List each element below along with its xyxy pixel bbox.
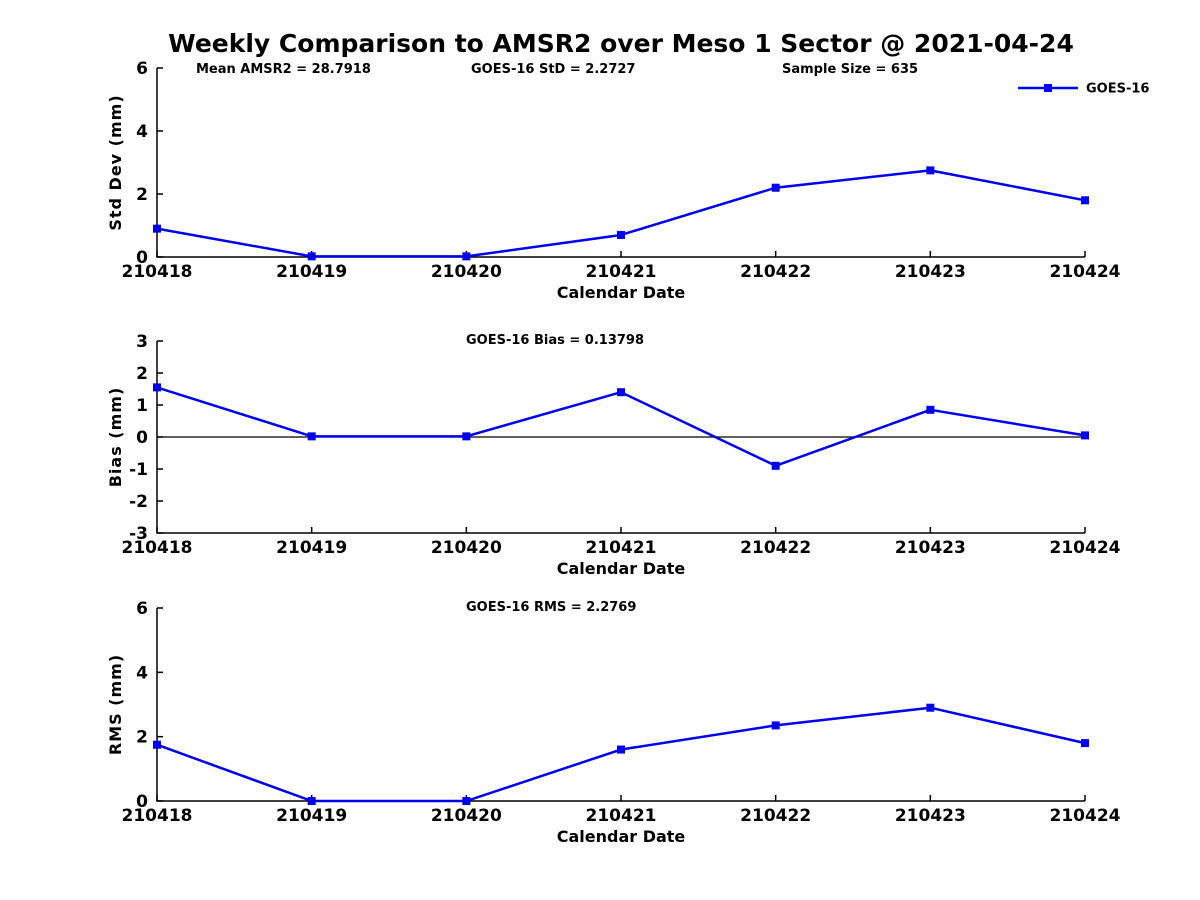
data-point-marker: [617, 230, 625, 239]
x-tick-label: 210418: [122, 262, 193, 282]
x-tick-label: 210418: [122, 806, 193, 826]
x-tick-label: 210420: [431, 538, 502, 558]
y-tick-label: -1: [129, 460, 148, 480]
y-tick-label: -3: [129, 524, 148, 544]
x-tick-label: 210421: [586, 538, 657, 558]
data-point-marker: [307, 797, 316, 805]
data-point-marker: [771, 721, 780, 730]
subplot-std-dev: 0 2 4 6 210418 210419 210420 210421 210422 210423…: [106, 59, 1121, 302]
data-point-marker: [1081, 196, 1089, 205]
data-point-marker: [617, 388, 625, 397]
y-tick-label: 1: [136, 396, 148, 416]
legend-marker: [1044, 84, 1052, 92]
y-tick-label: 2: [136, 185, 148, 205]
x-tick-label: 210422: [740, 262, 811, 282]
x-axis-label: Calendar Date: [557, 283, 686, 302]
legend-label: GOES-16: [1086, 82, 1149, 97]
x-tick-label: 210419: [276, 806, 347, 826]
y-tick-label: 2: [136, 364, 148, 384]
data-point-marker: [153, 224, 161, 233]
x-tick-label: 210423: [895, 806, 966, 826]
x-tick-label: 210424: [1050, 262, 1121, 282]
x-tick-label: 210422: [740, 806, 811, 826]
data-point-marker: [1081, 431, 1089, 440]
x-tick-label: 210424: [1050, 538, 1121, 558]
data-point-marker: [771, 183, 780, 192]
x-tick-label: 210419: [276, 262, 347, 282]
y-tick-label: 3: [136, 332, 148, 352]
y-axis-label: Std Dev (mm): [106, 94, 125, 230]
x-tick-label: 210421: [586, 806, 657, 826]
y-tick-label: 0: [136, 792, 148, 812]
axis-line: [156, 68, 1085, 258]
data-point-marker: [462, 432, 471, 441]
series-line-goes-16: [156, 706, 1086, 803]
data-point-marker: [926, 166, 935, 175]
y-tick-label: 4: [136, 663, 148, 683]
figure-title: Weekly Comparison to AMSR2 over Meso 1 S…: [168, 29, 1074, 58]
subplot-rms: 0 2 4 6 210418 210419 210420 210421 210422 210423…: [106, 599, 1121, 846]
data-point-marker: [307, 252, 316, 261]
stat-annotation: GOES-16 StD = 2.2727: [471, 62, 635, 77]
series-line-goes-16: [156, 386, 1086, 468]
y-tick-label: 6: [136, 599, 148, 619]
data-point-marker: [771, 461, 780, 470]
x-tick-label: 210424: [1050, 806, 1121, 826]
y-tick-label: 0: [136, 428, 148, 448]
data-point-marker: [307, 432, 316, 441]
subplot-title: GOES-16 Bias = 0.13798: [466, 333, 644, 348]
data-point-marker: [1081, 739, 1089, 748]
data-point-marker: [462, 797, 471, 805]
subplot-title: GOES-16 RMS = 2.2769: [466, 600, 636, 615]
x-axis-label: Calendar Date: [557, 827, 686, 846]
x-tick-label: 210423: [895, 538, 966, 558]
stat-annotation: Mean AMSR2 = 28.7918: [196, 62, 371, 77]
x-tick-label: 210420: [431, 806, 502, 826]
x-tick-label: 210421: [586, 262, 657, 282]
data-point-marker: [926, 703, 935, 712]
x-tick-label: 210418: [122, 538, 193, 558]
y-tick-label: 0: [136, 248, 148, 268]
x-tick-label: 210419: [276, 538, 347, 558]
data-point-marker: [617, 745, 625, 754]
subplot-bias: -3 -2 -1 0 1 2 3 210418 210419 210420 210421 210422…: [106, 332, 1121, 578]
axis-line: [156, 608, 1085, 802]
data-point-marker: [462, 252, 471, 261]
data-point-marker: [153, 383, 161, 392]
stat-annotation: Sample Size = 635: [782, 62, 918, 77]
y-axis-label: RMS (mm): [106, 654, 125, 755]
y-axis-label: Bias (mm): [106, 387, 125, 488]
x-axis-label: Calendar Date: [557, 559, 686, 578]
x-tick-label: 210423: [895, 262, 966, 282]
y-tick-label: -2: [129, 492, 148, 512]
x-tick-label: 210420: [431, 262, 502, 282]
y-tick-label: 4: [136, 122, 148, 142]
legend: GOES-16: [1018, 82, 1149, 97]
x-tick-label: 210422: [740, 538, 811, 558]
data-point-marker: [153, 740, 161, 749]
series-line-goes-16: [156, 169, 1086, 258]
y-tick-label: 6: [136, 59, 148, 79]
data-point-marker: [926, 405, 935, 414]
y-tick-label: 2: [136, 728, 148, 748]
